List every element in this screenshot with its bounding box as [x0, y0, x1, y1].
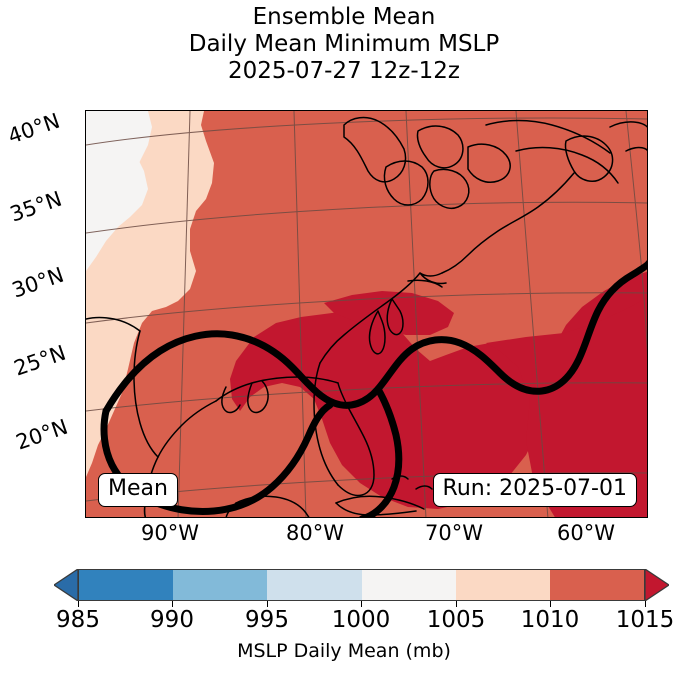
run-annotation-box: Run: 2025-07-01	[432, 473, 637, 507]
colorbar-ticklabel-990: 990	[150, 607, 194, 633]
lat-tick-35n: 35°N	[6, 186, 65, 227]
colorbar-extend-left-icon	[54, 569, 78, 601]
map-graphic	[86, 111, 647, 517]
colorbar-band-1005-1010	[455, 570, 550, 600]
page-title: Ensemble Mean Daily Mean Minimum MSLP 20…	[188, 4, 500, 84]
colorbar-band-985-990	[79, 570, 174, 600]
lon-tick-80w: 80°W	[286, 521, 344, 545]
lon-tick-70w: 70°W	[425, 521, 483, 545]
lat-tick-20n: 20°N	[12, 414, 71, 455]
fill-band-1000-1005-lobe	[86, 111, 152, 259]
colorbar-label: MSLP Daily Mean (mb)	[237, 640, 451, 662]
colorbar-ticklabel-1005: 1005	[426, 607, 486, 633]
mean-annotation-box: Mean	[98, 473, 178, 507]
colorbar-band-1000-1005	[361, 570, 456, 600]
colorbar-band-990-995	[173, 570, 268, 600]
lon-tick-90w: 90°W	[141, 521, 199, 545]
colorbar-ticklabel-1010: 1010	[520, 607, 580, 633]
colorbar-tick-995	[267, 601, 268, 607]
map-axes[interactable]: Mean Run: 2025-07-01	[85, 110, 648, 518]
colorbar-ticklabel-995: 995	[245, 607, 289, 633]
colorbar-tick-990	[172, 601, 173, 607]
fill-band-over-1015-link	[486, 298, 647, 517]
colorbar-band-995-1000	[267, 570, 362, 600]
colorbar-tick-1000	[361, 601, 362, 607]
lon-tick-60w: 60°W	[557, 521, 615, 545]
colorbar-ticklabel-985: 985	[56, 607, 100, 633]
lat-tick-40n: 40°N	[4, 108, 63, 149]
lat-tick-25n: 25°N	[10, 340, 69, 381]
contour-1015	[100, 260, 647, 517]
colorbar-tick-1015	[645, 601, 646, 607]
colorbar-ticklabel-1000: 1000	[331, 607, 391, 633]
fill-band-over-1015-south	[324, 291, 454, 335]
colorbar-ticklabel-1015: 1015	[615, 607, 675, 633]
colorbar-tick-985	[78, 601, 79, 607]
colorbar[interactable]: 985 990 995 1000 1005 1010 1015 MSLP Dai…	[0, 558, 688, 674]
colorbar-extend-right-icon	[645, 569, 669, 601]
colorbar-tick-1005	[456, 601, 457, 607]
colorbar-tick-1010	[550, 601, 551, 607]
lat-tick-30n: 30°N	[8, 262, 67, 303]
colorbar-band-1010-1015	[549, 570, 645, 600]
colorbar-gradient[interactable]	[78, 569, 645, 601]
